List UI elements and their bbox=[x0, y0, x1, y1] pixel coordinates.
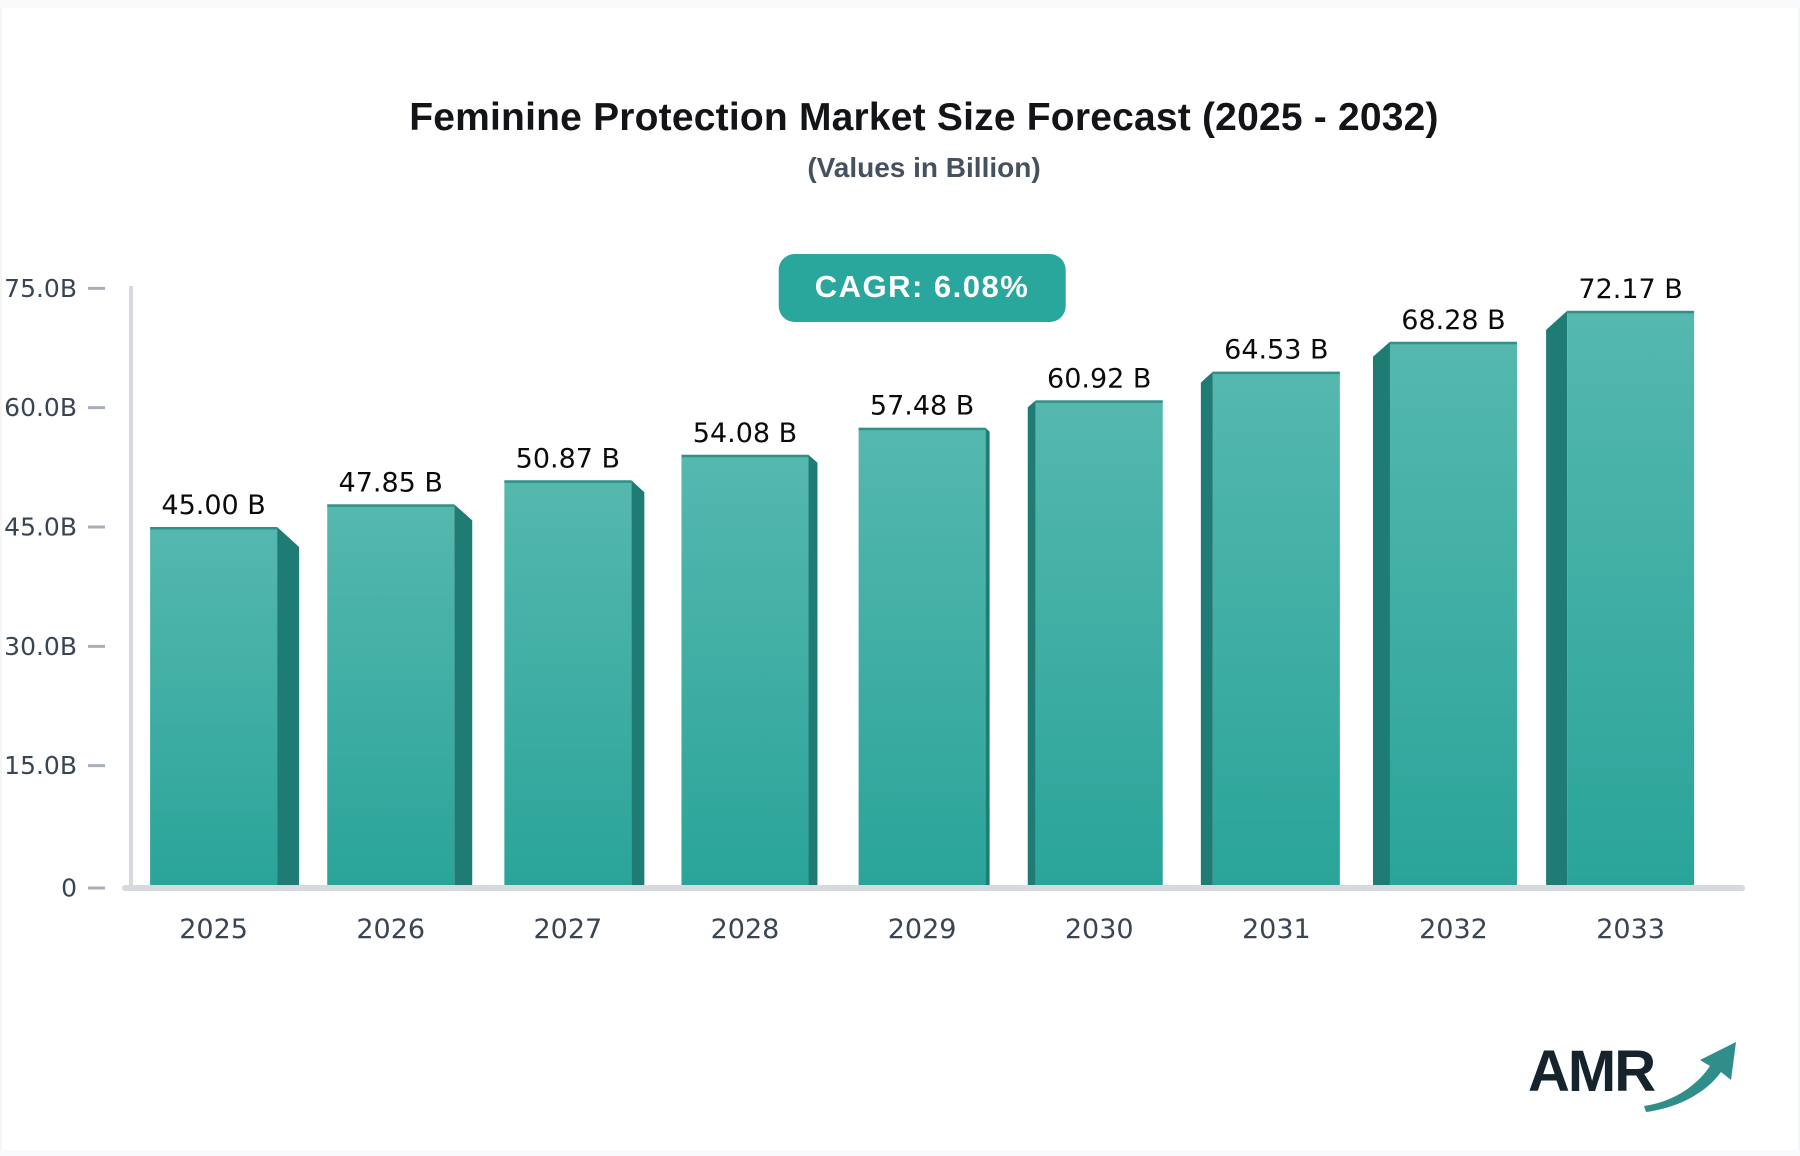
bar-value-label: 50.87 B bbox=[516, 443, 620, 474]
bar-2025: 45.00 B 2025 bbox=[150, 490, 300, 945]
x-axis-label: 2032 bbox=[1419, 914, 1488, 945]
x-axis-label: 2033 bbox=[1596, 914, 1665, 945]
bar-side-face bbox=[1200, 371, 1213, 886]
bar-2026: 47.85 B 2026 bbox=[327, 467, 473, 945]
bar-side-face bbox=[808, 454, 818, 885]
bar-top-edge bbox=[327, 504, 455, 507]
bar-top-edge bbox=[1567, 310, 1695, 314]
bar-2031: 64.53 B 2031 bbox=[1200, 335, 1340, 945]
amr-logo-text: AMR bbox=[1528, 1039, 1656, 1104]
bar-2029: 57.48 B 2029 bbox=[858, 391, 990, 945]
bar-top-edge bbox=[858, 427, 986, 431]
y-axis-line bbox=[129, 286, 133, 891]
bar-2028: 54.08 B 2028 bbox=[681, 418, 818, 945]
bar-side-face bbox=[631, 480, 645, 885]
bar-top-edge bbox=[1389, 341, 1517, 345]
bar-value-label: 57.48 B bbox=[870, 391, 974, 422]
bar-2032: 68.28 B 2032 bbox=[1372, 305, 1517, 945]
bar-front-face bbox=[504, 480, 632, 885]
bar-value-label: 60.92 B bbox=[1047, 363, 1151, 394]
bar-value-label: 47.85 B bbox=[339, 467, 443, 498]
x-axis-label: 2030 bbox=[1065, 914, 1134, 945]
bar-2030: 60.92 B 2030 bbox=[1027, 363, 1163, 945]
bar-2033: 72.17 B 2033 bbox=[1546, 274, 1695, 945]
bar-side-face bbox=[985, 427, 990, 885]
bar-front-face bbox=[1212, 371, 1340, 886]
amr-logo: AMR bbox=[1528, 1032, 1738, 1122]
bar-front-face bbox=[1389, 341, 1517, 885]
x-axis-label: 2027 bbox=[533, 914, 602, 945]
y-axis-tick-label: 0 bbox=[61, 874, 77, 903]
bar-top-edge bbox=[504, 480, 632, 483]
bar-side-face bbox=[1027, 400, 1036, 885]
bar-value-label: 72.17 B bbox=[1578, 274, 1682, 305]
bar-front-face bbox=[858, 427, 986, 885]
bar-2027: 50.87 B 2027 bbox=[504, 443, 645, 945]
bar-side-face bbox=[454, 504, 473, 885]
bar-top-edge bbox=[150, 526, 278, 530]
y-axis-tick-label: 30.0B bbox=[4, 632, 77, 661]
y-axis-tick-label: 45.0B bbox=[4, 512, 77, 541]
x-axis-label: 2031 bbox=[1242, 914, 1311, 945]
x-axis-label: 2029 bbox=[888, 914, 957, 945]
bar-value-label: 54.08 B bbox=[693, 418, 797, 449]
bar-top-edge bbox=[1212, 371, 1340, 375]
bar-front-face bbox=[1567, 310, 1695, 885]
x-axis-label: 2028 bbox=[711, 914, 780, 945]
y-axis-tick-label: 60.0B bbox=[4, 393, 77, 422]
bar-side-face bbox=[1372, 341, 1390, 885]
bar-front-face bbox=[681, 454, 809, 885]
bar-side-face bbox=[277, 526, 300, 885]
bar-front-face bbox=[150, 526, 278, 885]
bar-top-edge bbox=[1035, 400, 1163, 403]
y-axis-tick-label: 15.0B bbox=[4, 751, 77, 780]
bar-top-edge bbox=[681, 454, 809, 458]
y-axis-tick-label: 75.0B bbox=[4, 274, 77, 303]
chart-subtitle: (Values in Billion) bbox=[807, 152, 1041, 183]
bar-front-face bbox=[327, 504, 455, 885]
x-axis-label: 2026 bbox=[356, 914, 425, 945]
growth-arrow-icon bbox=[1644, 1042, 1736, 1112]
bar-front-face bbox=[1035, 400, 1163, 885]
chart-title: Feminine Protection Market Size Forecast… bbox=[409, 96, 1439, 139]
bar-value-label: 45.00 B bbox=[161, 490, 265, 521]
bar-value-label: 64.53 B bbox=[1224, 335, 1328, 366]
x-axis-label: 2025 bbox=[179, 914, 248, 945]
bar-value-label: 68.28 B bbox=[1401, 305, 1505, 336]
bar-side-face bbox=[1546, 310, 1568, 885]
cagr-badge: CAGR: 6.08% bbox=[778, 254, 1066, 322]
x-axis-line bbox=[122, 885, 1745, 891]
